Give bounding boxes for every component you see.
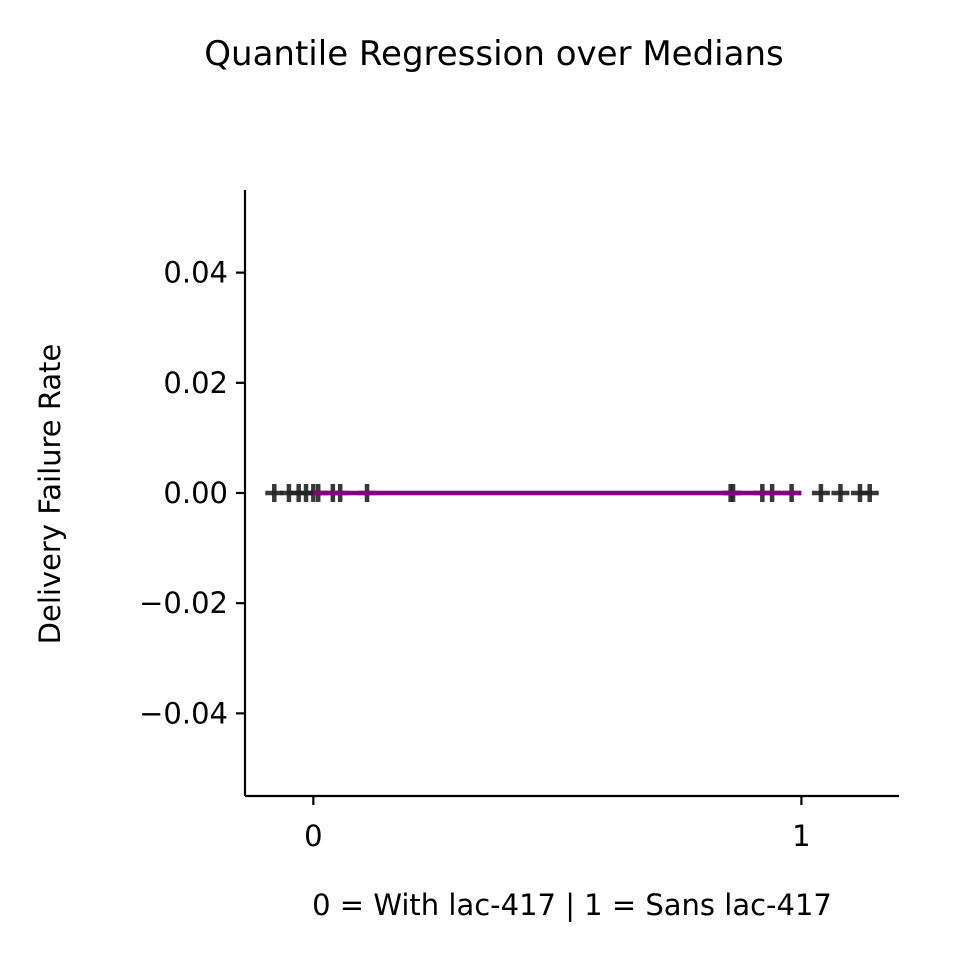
data-point <box>811 484 830 502</box>
y-tick-label: 0.00 <box>163 476 228 510</box>
y-tick-label: −0.02 <box>139 586 228 620</box>
x-tick-label: 1 <box>792 819 810 853</box>
data-point <box>860 484 879 502</box>
plot-area: 0.04 0.02 0.00 −0.02 −0.04 0 1 <box>139 190 899 853</box>
x-axis-label: 0 = With lac-417 | 1 = Sans lac-417 <box>312 888 832 922</box>
x-tick-label: 0 <box>304 819 322 853</box>
y-tick-label: 0.02 <box>163 366 228 400</box>
chart-title: Quantile Regression over Medians <box>204 34 783 74</box>
y-tick-label: −0.04 <box>139 696 228 730</box>
y-axis-label: Delivery Failure Rate <box>33 344 67 645</box>
data-point <box>831 484 850 502</box>
y-tick-label: 0.04 <box>163 256 228 290</box>
